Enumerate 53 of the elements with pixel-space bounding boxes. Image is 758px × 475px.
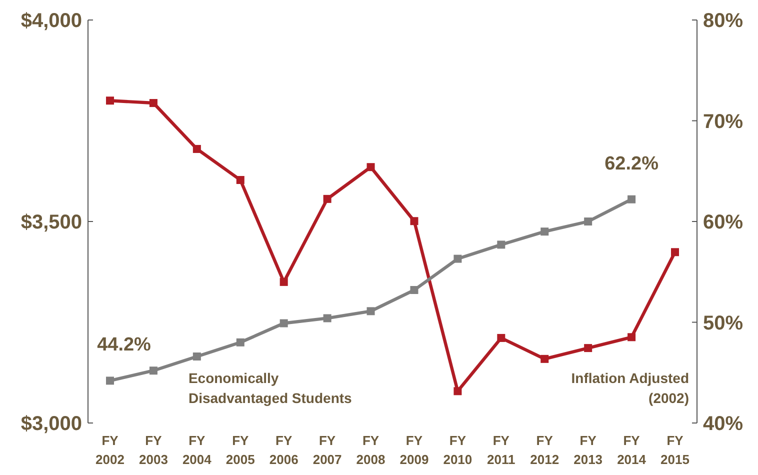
- y-tick-label: $3,500: [20, 212, 82, 234]
- point: [192, 144, 201, 153]
- point: [236, 176, 244, 184]
- annotation: 44.2%: [97, 334, 152, 356]
- y-tick-label: $4,000: [20, 10, 82, 32]
- annotation: 62.2%: [604, 153, 659, 174]
- x-tick-label: FY 2006: [269, 433, 298, 467]
- point: [497, 240, 506, 249]
- x-tick-label: FY 2011: [487, 433, 516, 467]
- point: [410, 217, 418, 226]
- point: [366, 163, 375, 172]
- x-tick-label: FY 2012: [530, 433, 560, 467]
- series-label: Economically Disadvantaged Students: [188, 370, 352, 406]
- y2-tick-label: 40%: [703, 413, 744, 435]
- point: [540, 228, 549, 236]
- y-tick-label: $3,000: [20, 413, 82, 435]
- y2-tick-label: 80%: [703, 10, 744, 32]
- point: [628, 195, 636, 204]
- x-tick-label: FY 2009: [400, 433, 429, 467]
- x-tick-label: FY 2002: [96, 433, 124, 467]
- point: [106, 96, 114, 105]
- point: [323, 194, 332, 203]
- x-tick-label: FY 2003: [139, 433, 168, 467]
- point: [323, 314, 332, 322]
- y2-tick-label: 70%: [703, 110, 744, 133]
- point: [280, 278, 288, 286]
- point: [628, 333, 636, 342]
- x-tick-label: FY 2015: [660, 433, 690, 467]
- point: [454, 387, 462, 396]
- point: [497, 334, 506, 342]
- point: [149, 99, 158, 108]
- x-tick-label: FY 2004: [182, 433, 212, 467]
- x-tick-label: FY 2005: [226, 433, 255, 467]
- point: [410, 286, 418, 294]
- point: [366, 307, 375, 316]
- x-tick-label: FY 2014: [617, 433, 647, 467]
- y2-tick-label: 50%: [703, 312, 744, 334]
- point: [671, 248, 679, 256]
- x-tick-label: FY 2007: [312, 433, 342, 467]
- point: [540, 354, 549, 363]
- point: [454, 254, 462, 263]
- point: [584, 344, 592, 352]
- x-tick-label: FY 2010: [443, 433, 472, 467]
- point: [280, 319, 288, 328]
- point: [149, 366, 158, 375]
- series-label: Inflation Adjusted (2002): [571, 370, 689, 406]
- point: [192, 352, 201, 361]
- y2-tick-label: 60%: [703, 212, 744, 234]
- x-tick-label: FY 2008: [356, 433, 386, 467]
- point: [236, 338, 244, 346]
- x-tick-label: FY 2013: [574, 433, 603, 467]
- point: [584, 218, 592, 226]
- point: [106, 376, 114, 385]
